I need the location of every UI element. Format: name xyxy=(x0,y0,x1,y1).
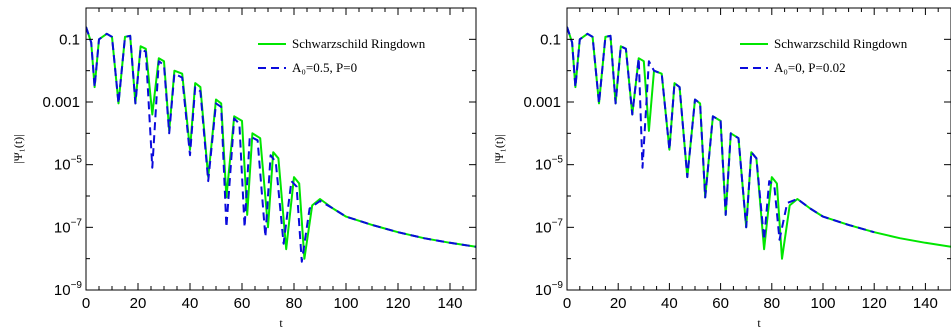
x-tick-label: 80 xyxy=(763,295,780,312)
legend: Schwarzschild Ringdown A₀=0.5, P=0 xyxy=(258,36,426,75)
y-tick-label: 0.1 xyxy=(59,31,80,48)
x-tick-label: 20 xyxy=(130,295,147,312)
x-axis-label: t xyxy=(279,316,283,330)
x-tick-label: 140 xyxy=(437,295,462,312)
chart-panel-left: 0 20 40 60 80 100 120 140 0.1 0.001 10−5 10−7 10−9 t |… xyxy=(11,7,477,330)
chart-panel-right: 0 20 40 60 80 100 120 140 0.1 0.001 10−5 10−7 10−9 t |… xyxy=(492,7,951,330)
y-tick-label: 0.001 xyxy=(523,94,561,111)
y-tick-label: 10−7 xyxy=(54,217,83,236)
legend-label: A₀=0.5, P=0 xyxy=(292,60,357,75)
series-line-comparison xyxy=(567,26,875,241)
x-tick-label: 120 xyxy=(385,295,410,312)
x-tick-label: 40 xyxy=(661,295,678,312)
legend-label: A₀=0, P=0.02 xyxy=(774,60,846,75)
x-tick-label: 80 xyxy=(286,295,303,312)
legend-label: Schwarzschild Ringdown xyxy=(292,36,426,51)
x-tick-label: 0 xyxy=(563,295,571,312)
x-tick-label: 60 xyxy=(712,295,729,312)
legend-label: Schwarzschild Ringdown xyxy=(774,36,908,51)
y-tick-label: 0.001 xyxy=(42,94,80,111)
y-axis-label: |Ψ₁(t)| xyxy=(492,134,506,163)
y-tick-label: 10−7 xyxy=(535,217,564,236)
x-tick-label: 120 xyxy=(862,295,887,312)
y-tick-label: 10−5 xyxy=(54,155,83,174)
x-tick-label: 100 xyxy=(333,295,358,312)
series-line-comparison xyxy=(86,26,476,263)
x-axis-label: t xyxy=(757,316,761,330)
y-axis-label: |Ψ₁(t)| xyxy=(11,134,25,163)
y-tick-label: 0.1 xyxy=(540,31,561,48)
y-tick-label: 10−9 xyxy=(535,280,564,299)
x-tick-label: 0 xyxy=(82,295,90,312)
x-tick-label: 60 xyxy=(234,295,251,312)
y-tick-label: 10−5 xyxy=(535,155,564,174)
x-tick-label: 20 xyxy=(610,295,627,312)
legend: Schwarzschild Ringdown A₀=0, P=0.02 xyxy=(740,36,908,75)
series-line-schwarzschild xyxy=(567,26,951,260)
x-tick-label: 40 xyxy=(182,295,199,312)
y-tick-label: 10−9 xyxy=(54,280,83,299)
x-tick-label: 100 xyxy=(810,295,835,312)
x-tick-label: 140 xyxy=(913,295,938,312)
